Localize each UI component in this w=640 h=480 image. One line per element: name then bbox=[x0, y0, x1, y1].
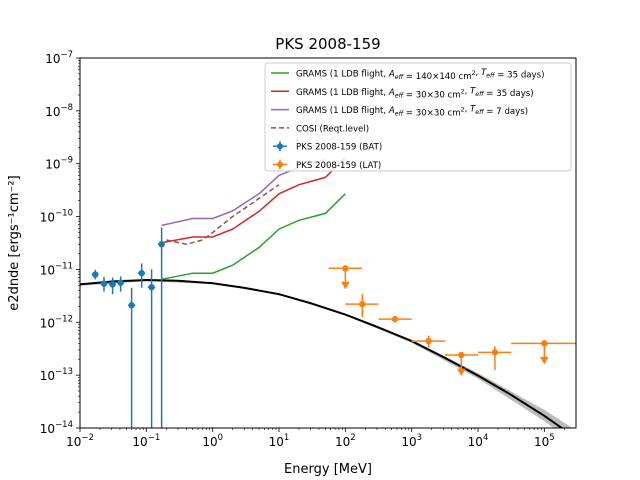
legend-label-3: COSI (Reqt.level) bbox=[296, 124, 369, 134]
legend-entry-3: COSI (Reqt.level) bbox=[271, 124, 369, 134]
series-5-point-2 bbox=[378, 315, 412, 323]
legend-entry-5: PKS 2008-159 (LAT) bbox=[273, 159, 381, 171]
marker bbox=[109, 281, 116, 288]
series-4-point-0 bbox=[91, 269, 99, 280]
y-tick-label-4: 10−10 bbox=[40, 209, 73, 225]
marker bbox=[359, 300, 366, 308]
legend-swatch-marker bbox=[277, 143, 283, 150]
legend-label-5: PKS 2008-159 (LAT) bbox=[296, 161, 381, 171]
x-tick-label-6: 104 bbox=[468, 433, 489, 449]
legend-entry-0: GRAMS (1 LDB flight, Aeff = 140×140 cm2,… bbox=[271, 68, 544, 82]
legend-box bbox=[264, 62, 572, 172]
upper-limit-arrow bbox=[456, 368, 466, 377]
marker bbox=[342, 265, 349, 272]
y-tick-label-1: 10−13 bbox=[40, 367, 73, 383]
legend-label-4: PKS 2008-159 (BAT) bbox=[296, 143, 382, 153]
marker bbox=[425, 337, 432, 345]
series-0-line bbox=[161, 193, 346, 281]
marker bbox=[92, 271, 99, 278]
plot-area bbox=[80, 157, 576, 428]
axis-ticks: 10−2 10−1 100 101 102 103 104 105 10−14 10−13 10−1… bbox=[40, 50, 565, 449]
series-5-point-1 bbox=[345, 294, 379, 318]
series-4-point-7 bbox=[158, 227, 165, 428]
marker bbox=[100, 280, 108, 287]
legend-label-1: GRAMS (1 LDB flight, Aeff = 30×30 cm2, T… bbox=[296, 86, 534, 100]
y-axis-label: e2dnde [ergs⁻¹cm⁻²] bbox=[7, 175, 22, 310]
series-1-line bbox=[161, 157, 346, 244]
series-4-point-6 bbox=[147, 269, 155, 428]
series-5-point-5 bbox=[478, 346, 512, 371]
marker bbox=[458, 351, 465, 359]
y-tick-label-7: 10−7 bbox=[45, 50, 73, 66]
marker bbox=[117, 279, 124, 286]
x-tick-label-7: 105 bbox=[534, 433, 555, 449]
marker bbox=[158, 241, 165, 248]
upper-limit-arrow bbox=[340, 281, 350, 290]
x-tick-label-2: 100 bbox=[202, 433, 223, 449]
marker bbox=[128, 302, 135, 309]
series-5-point-0 bbox=[328, 265, 362, 290]
x-tick-label-4: 102 bbox=[335, 433, 356, 449]
legend-entry-4: PKS 2008-159 (BAT) bbox=[273, 141, 382, 153]
series-5-point-3 bbox=[411, 335, 445, 348]
y-tick-label-5: 10−9 bbox=[45, 156, 73, 172]
x-tick-label-5: 103 bbox=[401, 433, 422, 449]
x-tick-label-0: 10−2 bbox=[66, 433, 94, 449]
x-tick-label-3: 101 bbox=[269, 433, 290, 449]
series-5-point-4 bbox=[444, 351, 479, 377]
series-4-point-4 bbox=[128, 287, 136, 428]
y-tick-label-0: 10−14 bbox=[40, 420, 73, 436]
series-5-point-6 bbox=[511, 340, 576, 365]
legend-label-0: GRAMS (1 LDB flight, Aeff = 140×140 cm2,… bbox=[296, 68, 544, 82]
series-4-point-2 bbox=[108, 277, 117, 295]
legend-swatch-marker bbox=[277, 161, 283, 168]
marker bbox=[391, 315, 399, 323]
chart-title: PKS 2008-159 bbox=[275, 35, 380, 53]
legend-label-2: GRAMS (1 LDB flight, Aeff = 30×30 cm2, T… bbox=[296, 105, 528, 119]
axes-frame bbox=[79, 57, 577, 429]
marker bbox=[138, 269, 145, 277]
legend: GRAMS (1 LDB flight, Aeff = 140×140 cm2,… bbox=[264, 62, 572, 172]
y-tick-label-3: 10−11 bbox=[40, 261, 73, 277]
series-3-line bbox=[166, 184, 280, 245]
series-4-point-3 bbox=[116, 276, 124, 292]
x-tick-label-1: 10−1 bbox=[132, 433, 160, 449]
series-4-point-5 bbox=[138, 263, 145, 288]
series-4-point-1 bbox=[99, 276, 108, 292]
marker bbox=[148, 284, 155, 291]
y-tick-label-6: 10−8 bbox=[45, 103, 73, 119]
legend-entry-2: GRAMS (1 LDB flight, Aeff = 30×30 cm2, T… bbox=[271, 105, 528, 119]
legend-entry-1: GRAMS (1 LDB flight, Aeff = 30×30 cm2, T… bbox=[271, 86, 534, 100]
marker bbox=[491, 349, 499, 356]
upper-limit-arrow bbox=[539, 356, 549, 365]
x-axis-label: Energy [MeV] bbox=[284, 462, 372, 477]
marker bbox=[541, 340, 548, 347]
y-tick-label-2: 10−12 bbox=[40, 314, 73, 330]
